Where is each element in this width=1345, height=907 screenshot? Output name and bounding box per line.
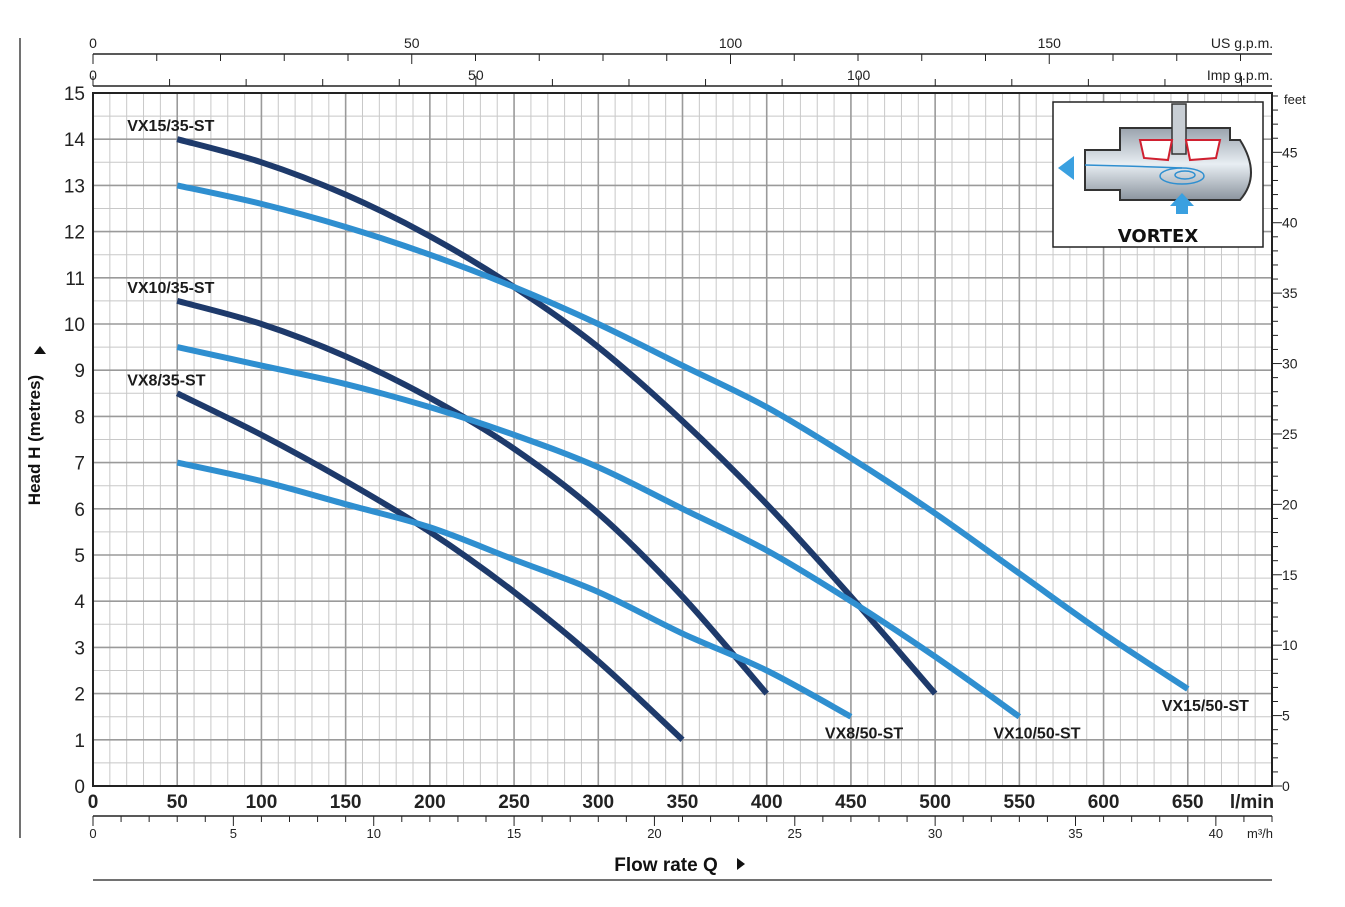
axes: VX15/35-ST VX15/50-ST VX10/35-ST VX10/50-ST… — [19, 35, 1306, 881]
y-tick-label: 5 — [74, 546, 85, 567]
y-axis-title-arrow-icon — [34, 346, 46, 354]
x-tick-label: 100 — [246, 792, 278, 813]
us-gpm-unit-label: US g.p.m. — [1211, 35, 1273, 51]
grid — [93, 93, 1272, 786]
inset-caption: VORTEX — [1118, 226, 1199, 247]
x-tick-label: 200 — [414, 792, 446, 813]
feet-tick-label: 30 — [1282, 356, 1298, 372]
m3h-tick-label: 35 — [1068, 826, 1082, 841]
feet-tick-label: 15 — [1282, 567, 1298, 583]
imp-gpm-tick-label: 100 — [847, 67, 871, 83]
feet-tick-label: 45 — [1282, 144, 1298, 160]
m3h-tick-label: 20 — [647, 826, 661, 841]
feet-tick-label: 5 — [1282, 708, 1290, 724]
x-axis-title: Flow rate Q — [614, 855, 717, 876]
y-tick-label: 7 — [74, 454, 85, 475]
x-unit-label: l/min — [1230, 792, 1274, 813]
series-label-vx15-35-st: VX15/35-ST — [127, 118, 214, 135]
x-tick-label: 50 — [167, 792, 188, 813]
y-tick-label: 13 — [64, 176, 85, 197]
y-tick-label: 9 — [74, 361, 85, 382]
x-tick-label: 600 — [1088, 792, 1120, 813]
y-tick-label: 4 — [74, 592, 85, 613]
vortex-pump-illustration-icon — [1058, 103, 1252, 214]
us-gpm-tick-label: 50 — [404, 35, 420, 51]
y-axis-title: Head H (metres) — [25, 375, 44, 505]
plot-frame — [92, 92, 1273, 787]
y-tick-label: 0 — [74, 777, 85, 798]
m3h-tick-label: 0 — [89, 826, 96, 841]
x-tick-label: 300 — [582, 792, 614, 813]
series-line-vx15-50-st — [176, 182, 1190, 692]
imp-gpm-tick-label: 50 — [468, 67, 484, 83]
x-tick-label: 650 — [1172, 792, 1204, 813]
m3h-tick-label: 15 — [507, 826, 521, 841]
y-tick-label: 15 — [64, 84, 85, 105]
y-tick-label: 6 — [74, 500, 85, 521]
plot-border — [92, 92, 1273, 787]
x-tick-label: 400 — [751, 792, 783, 813]
y-tick-label: 2 — [74, 685, 85, 706]
y-tick-label: 11 — [65, 269, 85, 290]
series-group — [175, 136, 1190, 742]
feet-tick-label: 0 — [1282, 778, 1290, 794]
x-axis-title-arrow-icon — [737, 858, 745, 870]
feet-tick-label: 20 — [1282, 496, 1298, 512]
x-tick-label: 500 — [919, 792, 951, 813]
y-tick-label: 8 — [74, 407, 85, 428]
x-tick-label: 550 — [1004, 792, 1036, 813]
feet-unit-label: feet — [1284, 92, 1306, 107]
x-tick-label: 450 — [835, 792, 867, 813]
y-tick-label: 14 — [64, 130, 86, 151]
feet-tick-label: 10 — [1282, 637, 1298, 653]
series-line-vx8-35-st — [175, 390, 685, 742]
y-tick-label: 12 — [64, 223, 85, 244]
us-gpm-tick-label: 0 — [89, 35, 97, 51]
feet-tick-label: 40 — [1282, 215, 1298, 231]
series-label-vx8-35-st: VX8/35-ST — [127, 372, 205, 389]
feet-tick-label: 35 — [1282, 285, 1298, 301]
m3h-tick-label: 5 — [230, 826, 237, 841]
feet-tick-label: 25 — [1282, 426, 1298, 442]
series-line-vx10-35-st — [176, 298, 769, 696]
series-line-vx15-35-st — [176, 136, 938, 696]
series-label-vx10-35-st: VX10/35-ST — [127, 280, 214, 297]
imp-gpm-unit-label: Imp g.p.m. — [1207, 67, 1273, 83]
vortex-inset: VORTEX — [1052, 101, 1264, 248]
imp-gpm-tick-label: 0 — [89, 67, 97, 83]
series-label-vx8-50-st: VX8/50-ST — [825, 726, 903, 743]
m3h-tick-label: 10 — [366, 826, 380, 841]
m3h-tick-label: 30 — [928, 826, 942, 841]
y-tick-label: 10 — [64, 315, 85, 336]
x-tick-label: 150 — [330, 792, 362, 813]
y-tick-label: 3 — [74, 638, 85, 659]
us-gpm-tick-label: 150 — [1038, 35, 1062, 51]
series-label-vx15-50-st: VX15/50-ST — [1162, 698, 1249, 715]
x-tick-label: 0 — [88, 792, 99, 813]
x-tick-label: 250 — [498, 792, 530, 813]
m3h-unit-label: m³/h — [1247, 826, 1273, 841]
m3h-tick-label: 40 — [1209, 826, 1223, 841]
series-line-vx8-50-st — [176, 459, 853, 720]
y-tick-label: 1 — [74, 731, 85, 752]
us-gpm-tick-label: 100 — [719, 35, 743, 51]
series-line-vx10-50-st — [176, 344, 1022, 720]
series-label-vx10-50-st: VX10/50-ST — [993, 726, 1080, 743]
x-tick-label: 350 — [667, 792, 699, 813]
m3h-tick-label: 25 — [788, 826, 802, 841]
